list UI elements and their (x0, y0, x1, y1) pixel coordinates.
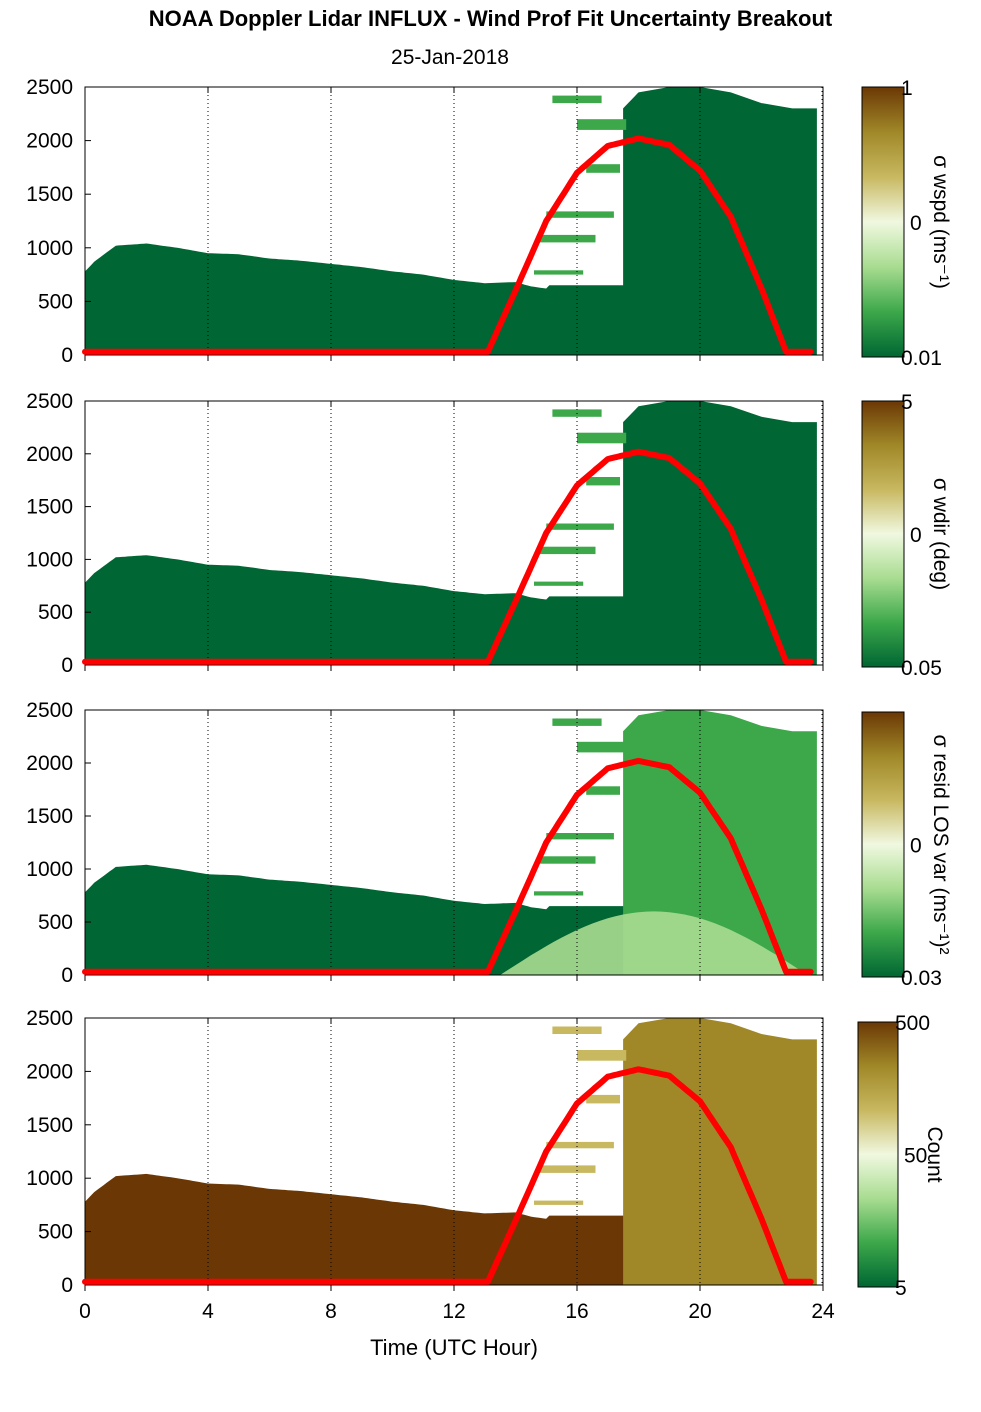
x-tick-label: 8 (325, 1300, 337, 1323)
data-block (546, 1141, 614, 1149)
data-block (546, 833, 614, 840)
y-tick-label: 0 (61, 1274, 73, 1297)
data-region-right (623, 87, 817, 355)
colorbar-tick-label: 50 (904, 1145, 927, 1168)
data-block (534, 891, 584, 896)
x-tick-label: 0 (79, 1300, 91, 1323)
data-block (540, 234, 596, 243)
data-block (577, 119, 627, 130)
colorbar (857, 1021, 899, 1288)
colorbar-label: σ wspd (ms⁻¹) (929, 155, 952, 289)
y-tick-label: 0 (61, 654, 73, 677)
y-tick-label: 0 (61, 964, 73, 987)
overlay-curve (82, 448, 814, 665)
overlay-curve (82, 135, 814, 355)
data-block (540, 546, 596, 555)
data-block (577, 1050, 627, 1061)
data-block (586, 164, 620, 173)
data-block (540, 1165, 596, 1173)
colorbar (861, 400, 905, 668)
y-tick-label: 1000 (26, 548, 73, 571)
colorbar (861, 86, 905, 358)
y-tick-label: 2000 (26, 130, 73, 153)
y-tick-label: 2500 (26, 390, 73, 413)
y-tick-label: 1500 (26, 805, 73, 828)
y-tick-label: 2000 (26, 752, 73, 775)
y-tick-label: 500 (38, 601, 73, 624)
data-block (534, 1200, 584, 1205)
colorbar-label: σ wdir (deg) (929, 478, 952, 590)
y-tick-label: 1500 (26, 496, 73, 519)
y-tick-label: 1000 (26, 858, 73, 881)
y-tick-label: 500 (38, 1221, 73, 1244)
data-block (546, 211, 614, 218)
x-tick-label: 4 (202, 1300, 214, 1323)
overlay-curve (82, 1066, 814, 1285)
y-tick-label: 1500 (26, 183, 73, 206)
y-tick-label: 2500 (26, 699, 73, 722)
y-tick-label: 500 (38, 911, 73, 934)
colorbar-tick-label: 0.01 (901, 347, 942, 370)
overlay-curve (82, 757, 814, 975)
y-tick-label: 1500 (26, 1114, 73, 1137)
data-block (546, 523, 614, 530)
data-block (534, 581, 584, 586)
data-block (586, 1094, 620, 1104)
chart-title: NOAA Doppler Lidar INFLUX - Wind Prof Fi… (148, 6, 833, 31)
data-block (540, 856, 596, 864)
x-tick-label: 24 (811, 1300, 835, 1323)
x-tick-label: 16 (565, 1300, 588, 1323)
y-tick-label: 2000 (26, 443, 73, 466)
colorbar-tick-label: 5 (895, 1277, 907, 1300)
y-tick-label: 2500 (26, 1007, 73, 1030)
data-region-right (623, 401, 817, 665)
data-region-right (623, 710, 817, 975)
colorbar-tick-label: 1 (901, 77, 913, 100)
y-tick-label: 1000 (26, 237, 73, 260)
data-region-right (623, 1018, 817, 1285)
x-tick-label: 12 (442, 1300, 465, 1323)
colorbar (861, 711, 905, 978)
colorbar-tick-label: 0 (910, 835, 922, 858)
colorbar-label: Count (923, 1126, 946, 1182)
chart-subtitle: 25-Jan-2018 (391, 46, 509, 69)
y-tick-label: 500 (38, 290, 73, 313)
y-tick-label: 1000 (26, 1167, 73, 1190)
data-region-dome (500, 911, 808, 975)
colorbar-tick-label: 500 (895, 1012, 930, 1035)
colorbar-tick-label: 0.05 (901, 657, 942, 680)
data-block (586, 477, 620, 486)
y-tick-label: 0 (61, 344, 73, 367)
data-block (586, 786, 620, 795)
data-block (534, 270, 584, 275)
colorbar-tick-label: 0 (910, 524, 922, 547)
data-block (577, 741, 627, 753)
colorbar-label: σ resid LOS var (ms⁻¹)² (929, 734, 952, 954)
y-tick-label: 2000 (26, 1060, 73, 1083)
colorbar-tick-label: 0 (910, 212, 922, 235)
data-block (577, 432, 627, 444)
colorbar-tick-label: 0.03 (901, 967, 942, 990)
colorbar-tick-label: 5 (901, 391, 913, 414)
x-axis-label: Time (UTC Hour) (370, 1335, 538, 1360)
y-tick-label: 2500 (26, 76, 73, 99)
x-tick-label: 20 (688, 1300, 711, 1323)
